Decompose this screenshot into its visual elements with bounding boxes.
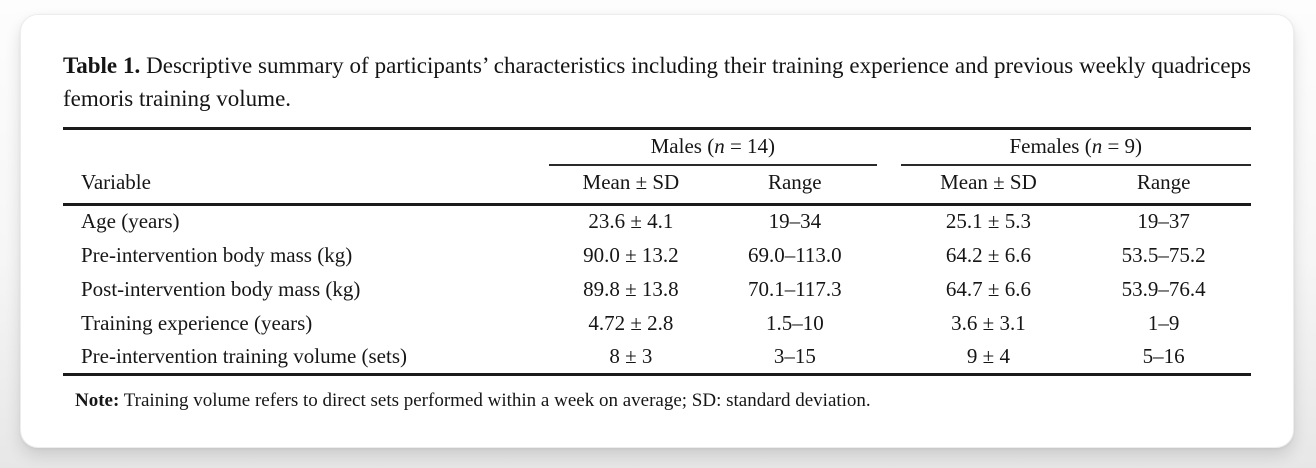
table-row: Pre-intervention body mass (kg) 90.0 ± 1… — [63, 239, 1251, 273]
cell-gap — [877, 239, 901, 273]
table-card: Table 1. Descriptive summary of particip… — [20, 14, 1294, 448]
females-range-header: Range — [1076, 165, 1251, 206]
cell-gap — [877, 205, 901, 239]
males-mean-sd-header: Mean ± SD — [548, 165, 713, 206]
cell-females-mean-sd: 25.1 ± 5.3 — [945, 209, 1031, 234]
group-header-spacer-left — [63, 129, 549, 166]
table-caption-text: Descriptive summary of participants’ cha… — [63, 53, 1251, 111]
cell-variable: Pre-intervention training volume (sets) — [81, 343, 408, 368]
cell-females-mean-sd: 64.2 ± 6.6 — [945, 242, 1031, 267]
females-group-n-symbol: n — [1091, 134, 1103, 158]
cell-males-mean-sd: 4.72 ± 2.8 — [588, 310, 674, 335]
cell-variable: Post-intervention body mass (kg) — [81, 276, 361, 301]
cell-females-range: 5–16 — [1142, 343, 1185, 368]
cell-females-mean-sd: 3.6 ± 3.1 — [951, 310, 1026, 335]
cell-gap — [877, 307, 901, 341]
table-row: Training experience (years) 4.72 ± 2.8 1… — [63, 307, 1251, 341]
females-group-label-suffix: = 9) — [1102, 134, 1143, 158]
table-caption: Table 1. Descriptive summary of particip… — [63, 49, 1251, 115]
females-group-label-prefix: Females ( — [1009, 134, 1092, 158]
cell-variable: Age (years) — [81, 209, 180, 234]
cell-females-range: 53.9–76.4 — [1121, 276, 1206, 301]
cell-females-mean-sd: 9 ± 4 — [966, 343, 1010, 368]
column-header-gap — [876, 165, 901, 206]
table-caption-number: Table 1. — [63, 53, 141, 78]
table-note-label: Note: — [75, 390, 120, 411]
males-group-label-suffix: = 14) — [724, 134, 776, 158]
cell-females-range: 53.5–75.2 — [1121, 242, 1206, 267]
cell-males-mean-sd: 90.0 ± 13.2 — [583, 242, 679, 267]
males-range-header: Range — [712, 165, 877, 206]
group-header-row: Males (n = 14) Females (n = 9) — [63, 128, 1251, 166]
cell-variable: Pre-intervention body mass (kg) — [81, 242, 353, 267]
cell-females-range: 19–37 — [1137, 209, 1190, 234]
males-group-header: Males (n = 14) — [548, 128, 877, 166]
cell-males-mean-sd: 8 ± 3 — [609, 343, 653, 368]
cell-males-range: 69.0–113.0 — [747, 242, 842, 267]
table-note: Note: Training volume refers to direct s… — [63, 389, 1251, 413]
participants-table: Males (n = 14) Females (n = 9) Variable … — [63, 127, 1251, 376]
cell-males-range: 1.5–10 — [765, 310, 824, 335]
cell-females-mean-sd: 64.7 ± 6.6 — [945, 276, 1031, 301]
table-row: Post-intervention body mass (kg) 89.8 ± … — [63, 273, 1251, 307]
table-row: Pre-intervention training volume (sets) … — [63, 341, 1251, 375]
females-mean-sd-header: Mean ± SD — [900, 165, 1077, 206]
cell-gap — [877, 273, 901, 307]
column-header-row: Variable Mean ± SD Range Mean ± SD Range — [63, 165, 1251, 206]
males-group-label-prefix: Males ( — [650, 134, 715, 158]
cell-males-range: 3–15 — [773, 343, 816, 368]
cell-males-mean-sd: 89.8 ± 13.8 — [583, 276, 679, 301]
cell-males-range: 19–34 — [768, 209, 822, 234]
cell-males-mean-sd: 23.6 ± 4.1 — [588, 209, 674, 234]
males-group-n-symbol: n — [714, 134, 725, 158]
table-row: Age (years) 23.6 ± 4.1 19–34 25.1 ± 5.3 … — [63, 205, 1251, 239]
table-note-text: Training volume refers to direct sets pe… — [123, 390, 871, 411]
cell-females-range: 1–9 — [1147, 310, 1180, 335]
females-group-header: Females (n = 9) — [900, 128, 1251, 166]
cell-males-range: 70.1–117.3 — [747, 276, 842, 301]
cell-gap — [877, 341, 901, 375]
variable-column-header: Variable — [63, 165, 549, 206]
group-header-gap — [877, 129, 901, 166]
cell-variable: Training experience (years) — [81, 310, 313, 335]
